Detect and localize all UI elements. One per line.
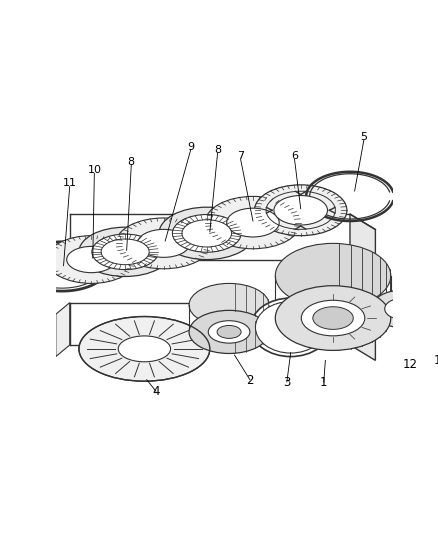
Text: 1: 1 xyxy=(320,376,328,389)
Ellipse shape xyxy=(79,317,210,381)
Polygon shape xyxy=(56,303,70,357)
Text: 10: 10 xyxy=(87,165,101,175)
Ellipse shape xyxy=(227,208,279,237)
Text: 5: 5 xyxy=(360,132,367,142)
Ellipse shape xyxy=(189,310,269,353)
Ellipse shape xyxy=(301,300,365,336)
Text: 13: 13 xyxy=(434,354,438,367)
Ellipse shape xyxy=(101,239,149,265)
Ellipse shape xyxy=(159,207,254,260)
Ellipse shape xyxy=(116,218,212,269)
Ellipse shape xyxy=(189,284,269,327)
Text: 9: 9 xyxy=(187,142,194,152)
Ellipse shape xyxy=(208,321,250,343)
Ellipse shape xyxy=(417,291,438,317)
Text: 8: 8 xyxy=(128,157,135,167)
Text: 2: 2 xyxy=(246,374,254,386)
Text: 3: 3 xyxy=(283,376,290,389)
Ellipse shape xyxy=(371,290,430,327)
Ellipse shape xyxy=(118,336,170,362)
Ellipse shape xyxy=(138,229,190,257)
Text: 12: 12 xyxy=(403,358,417,371)
Ellipse shape xyxy=(276,286,391,350)
Text: 7: 7 xyxy=(237,151,244,161)
Text: 4: 4 xyxy=(152,385,160,398)
Polygon shape xyxy=(350,214,375,260)
Ellipse shape xyxy=(79,227,171,277)
Ellipse shape xyxy=(92,234,159,270)
Ellipse shape xyxy=(427,297,438,311)
Ellipse shape xyxy=(46,236,136,284)
Ellipse shape xyxy=(254,185,347,236)
Polygon shape xyxy=(350,303,375,360)
Ellipse shape xyxy=(251,298,331,357)
Ellipse shape xyxy=(205,196,301,249)
Ellipse shape xyxy=(276,244,391,308)
Ellipse shape xyxy=(385,298,417,319)
Ellipse shape xyxy=(173,214,241,252)
Ellipse shape xyxy=(255,302,326,353)
Text: 6: 6 xyxy=(291,151,298,161)
Ellipse shape xyxy=(313,306,353,329)
Ellipse shape xyxy=(182,220,232,247)
Ellipse shape xyxy=(217,326,241,338)
Text: 8: 8 xyxy=(214,145,221,155)
Ellipse shape xyxy=(274,196,328,225)
Text: 11: 11 xyxy=(63,179,77,188)
Ellipse shape xyxy=(67,246,116,273)
